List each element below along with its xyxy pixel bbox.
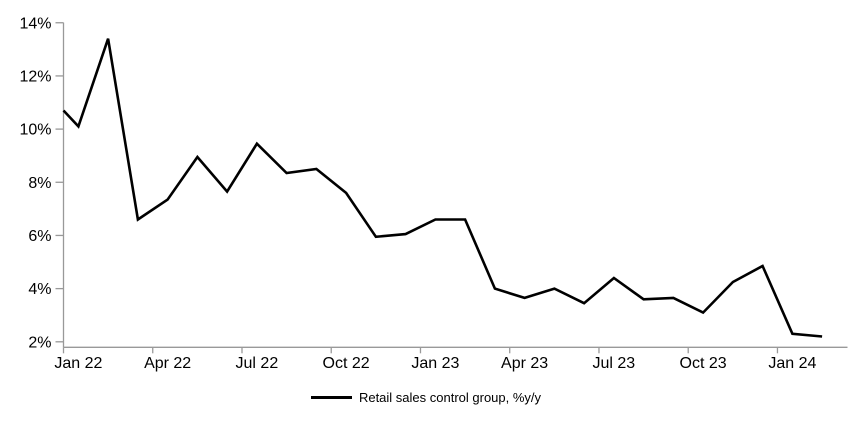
legend-line-sample-icon — [310, 396, 352, 399]
x-tick-label: Jan 23 — [411, 355, 459, 372]
x-tick-label: Jan 22 — [54, 355, 102, 372]
x-tick-label: Oct 22 — [323, 355, 370, 372]
legend-label: Retail sales control group, %y/y — [358, 390, 542, 405]
y-tick-label: 10% — [19, 122, 51, 139]
y-tick-label: 8% — [28, 175, 51, 192]
y-tick-label: 6% — [28, 228, 51, 245]
x-tick-label: Jul 22 — [236, 355, 279, 372]
y-tick-label: 2% — [28, 334, 51, 351]
y-tick-label: 4% — [28, 281, 51, 298]
x-tick-label: Oct 23 — [680, 355, 727, 372]
x-tick-label: Jan 24 — [768, 355, 816, 372]
y-tick-label: 12% — [19, 68, 51, 85]
x-tick-label: Jul 23 — [593, 355, 636, 372]
data-line — [62, 38, 823, 338]
x-tick-label: Apr 23 — [501, 355, 548, 372]
y-tick-label: 14% — [19, 15, 51, 32]
chart-legend: Retail sales control group, %y/y — [0, 390, 852, 405]
x-tick-label: Apr 22 — [144, 355, 191, 372]
